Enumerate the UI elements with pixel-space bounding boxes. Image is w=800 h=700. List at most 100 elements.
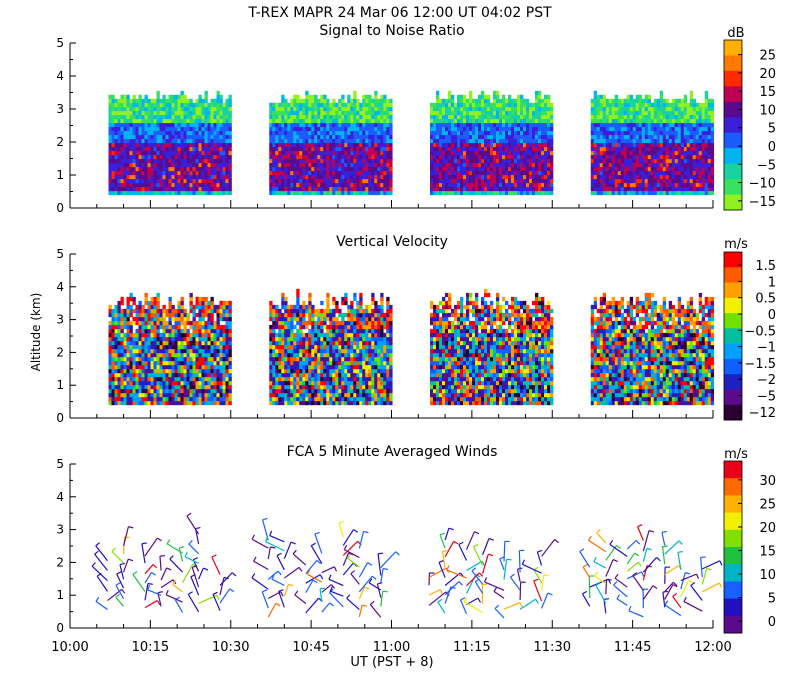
heatmap-cell [344,146,348,152]
heatmap-cell [680,142,685,148]
heatmap-cell [144,364,148,370]
heatmap-cell [674,118,679,124]
heatmap-cell [192,142,196,148]
heatmap-cell [511,182,515,188]
heatmap-cell [120,162,124,168]
heatmap-cell [523,98,527,104]
heatmap-cell [454,114,458,120]
heatmap-cell [547,190,551,196]
heatmap-cell [219,106,223,112]
heatmap-cell [204,190,208,196]
heatmap-cell [641,134,646,140]
heatmap-cell [189,182,193,188]
heatmap-cell [126,376,130,382]
heatmap-cell [353,178,357,184]
heatmap-cell [141,158,145,164]
heatmap-cell [129,356,133,362]
heatmap-cell [668,154,673,160]
heatmap-cell [162,372,166,378]
heatmap-cell [150,122,154,128]
heatmap-cell [108,130,112,136]
heatmap-cell [344,130,348,136]
heatmap-cell [180,336,184,342]
heatmap-cell [210,332,214,338]
figure-title: T-REX MAPR 24 Mar 06 12:00 UT 04:02 PST [247,5,552,21]
heatmap-cell [165,332,169,338]
heatmap-cell [302,138,306,144]
heatmap-cell [532,110,536,116]
heatmap-cell [314,154,318,160]
heatmap-cell [272,102,276,108]
heatmap-cell [120,118,124,124]
heatmap-cell [150,142,154,148]
heatmap-cell [284,158,288,164]
heatmap-cell [299,182,303,188]
heatmap-cell [626,94,631,100]
heatmap-cell [144,332,148,338]
heatmap-cell [359,130,363,136]
heatmap-cell [472,170,476,176]
heatmap-cell [535,146,539,152]
heatmap-cell [198,392,202,398]
heatmap-cell [550,182,554,188]
heatmap-cell [293,150,297,156]
heatmap-cell [174,146,178,152]
heatmap-cell [707,126,712,132]
heatmap-cell [496,122,500,128]
heatmap-cell [147,106,151,112]
heatmap-cell [484,186,488,192]
heatmap-cell [287,150,291,156]
heatmap-cell [114,380,118,386]
heatmap-cell [177,384,181,390]
heatmap-cell [635,94,640,100]
heatmap-cell [701,162,706,168]
heatmap-cell [550,134,554,140]
heatmap-cell [698,138,703,144]
heatmap-cell [442,138,446,144]
heatmap-cell [144,154,148,160]
heatmap-cell [117,344,121,350]
heatmap-cell [156,308,160,314]
heatmap-cell [602,138,607,144]
heatmap-cell [695,190,700,196]
heatmap-cell [314,122,318,128]
heatmap-cell [305,154,309,160]
heatmap-cell [129,392,133,398]
heatmap-cell [216,340,220,346]
heatmap-cell [635,154,640,160]
heatmap-cell [668,158,673,164]
heatmap-cell [371,178,375,184]
heatmap-cell [380,110,384,116]
heatmap-cell [368,154,372,160]
heatmap-cell [168,182,172,188]
heatmap-cell [472,154,476,160]
heatmap-cell [278,106,282,112]
heatmap-cell [216,308,220,314]
heatmap-cell [644,174,649,180]
heatmap-cell [114,170,118,176]
heatmap-cell [389,174,393,180]
heatmap-cell [617,118,622,124]
heatmap-cell [278,182,282,188]
heatmap-cell [284,150,288,156]
heatmap-cell [626,126,631,132]
heatmap-cell [195,364,199,370]
heatmap-cell [168,150,172,156]
heatmap-cell [311,134,315,140]
heatmap-cell [692,154,697,160]
heatmap-cell [433,146,437,152]
heatmap-cell [496,106,500,112]
heatmap-cell [677,178,682,184]
heatmap-cell [344,174,348,180]
heatmap-cell [460,190,464,196]
heatmap-cell [377,150,381,156]
heatmap-cell [481,98,485,104]
heatmap-cell [183,352,187,358]
heatmap-cell [650,130,655,136]
heatmap-cell [180,174,184,180]
heatmap-cell [168,328,172,334]
heatmap-cell [493,130,497,136]
heatmap-cell [701,150,706,156]
heatmap-cell [108,162,112,168]
heatmap-cell [111,118,115,124]
